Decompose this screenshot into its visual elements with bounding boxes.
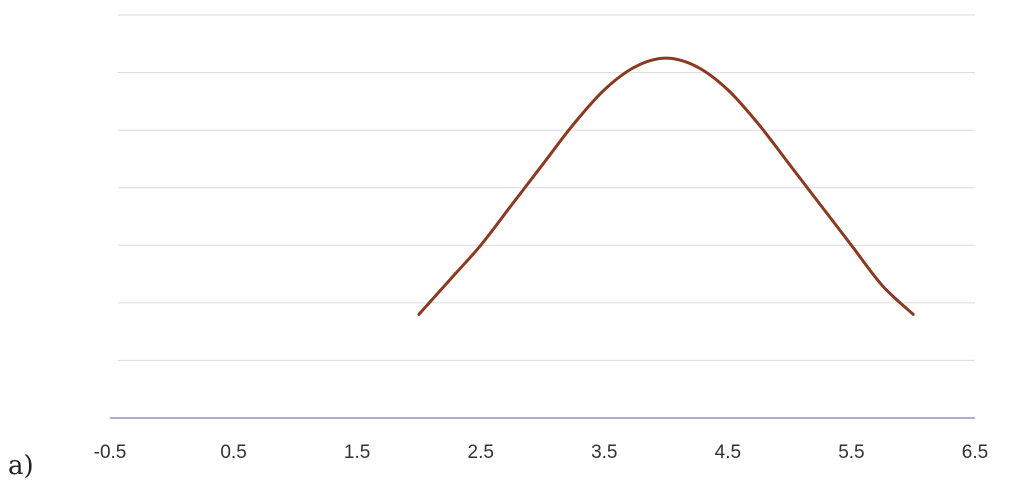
- x-tick-label: 6.5: [962, 442, 988, 463]
- x-tick-label: 1.5: [344, 442, 370, 463]
- series-layer: [417, 56, 915, 316]
- x-tick-labels: -0.5 0.5 1.5 2.5 3.5 4.5 5.5 6.5: [94, 442, 989, 463]
- x-tick-label: -0.5: [94, 442, 127, 463]
- x-tick-label: 2.5: [468, 442, 494, 463]
- x-tick-label: 3.5: [591, 442, 617, 463]
- gridlines: [118, 14, 975, 361]
- series-line: [417, 56, 915, 316]
- panel-label: a): [8, 451, 34, 481]
- x-tick-label: 0.5: [220, 442, 246, 463]
- x-tick-label: 5.5: [838, 442, 864, 463]
- x-tick-label: 4.5: [715, 442, 741, 463]
